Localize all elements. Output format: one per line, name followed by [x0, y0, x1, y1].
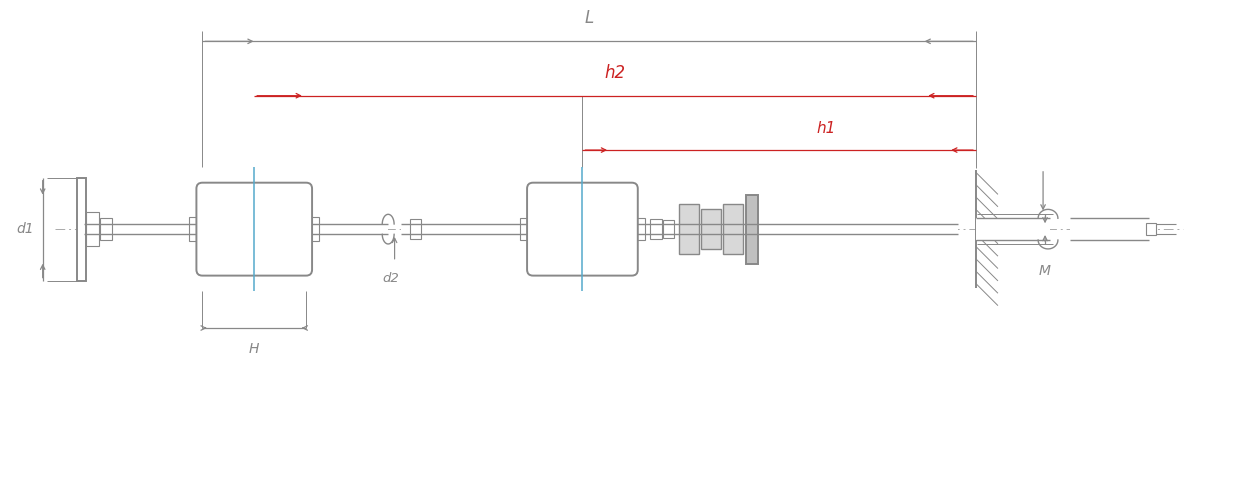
Bar	[84, 224, 387, 234]
Bar	[745, 195, 759, 264]
FancyBboxPatch shape	[197, 182, 312, 275]
Text: L: L	[584, 10, 594, 28]
Bar	[1070, 218, 1149, 240]
Text: h2: h2	[604, 64, 625, 82]
Bar	[100, 218, 111, 240]
Bar	[701, 210, 721, 249]
Bar	[976, 218, 1050, 240]
Text: d1: d1	[16, 222, 33, 236]
Text: H: H	[249, 342, 260, 356]
Bar	[401, 224, 958, 234]
Bar	[650, 219, 661, 239]
Text: M: M	[1039, 264, 1051, 278]
Text: h1: h1	[817, 121, 836, 136]
Bar	[87, 212, 99, 246]
Bar	[189, 217, 203, 241]
Bar	[1146, 223, 1156, 235]
Bar	[723, 204, 743, 254]
Bar	[411, 219, 421, 239]
FancyBboxPatch shape	[527, 182, 638, 275]
Bar	[680, 204, 699, 254]
Text: d2: d2	[383, 272, 399, 285]
Bar	[631, 218, 645, 240]
Bar	[664, 220, 675, 238]
Bar	[520, 218, 534, 240]
Bar	[77, 178, 87, 281]
Bar	[305, 217, 319, 241]
